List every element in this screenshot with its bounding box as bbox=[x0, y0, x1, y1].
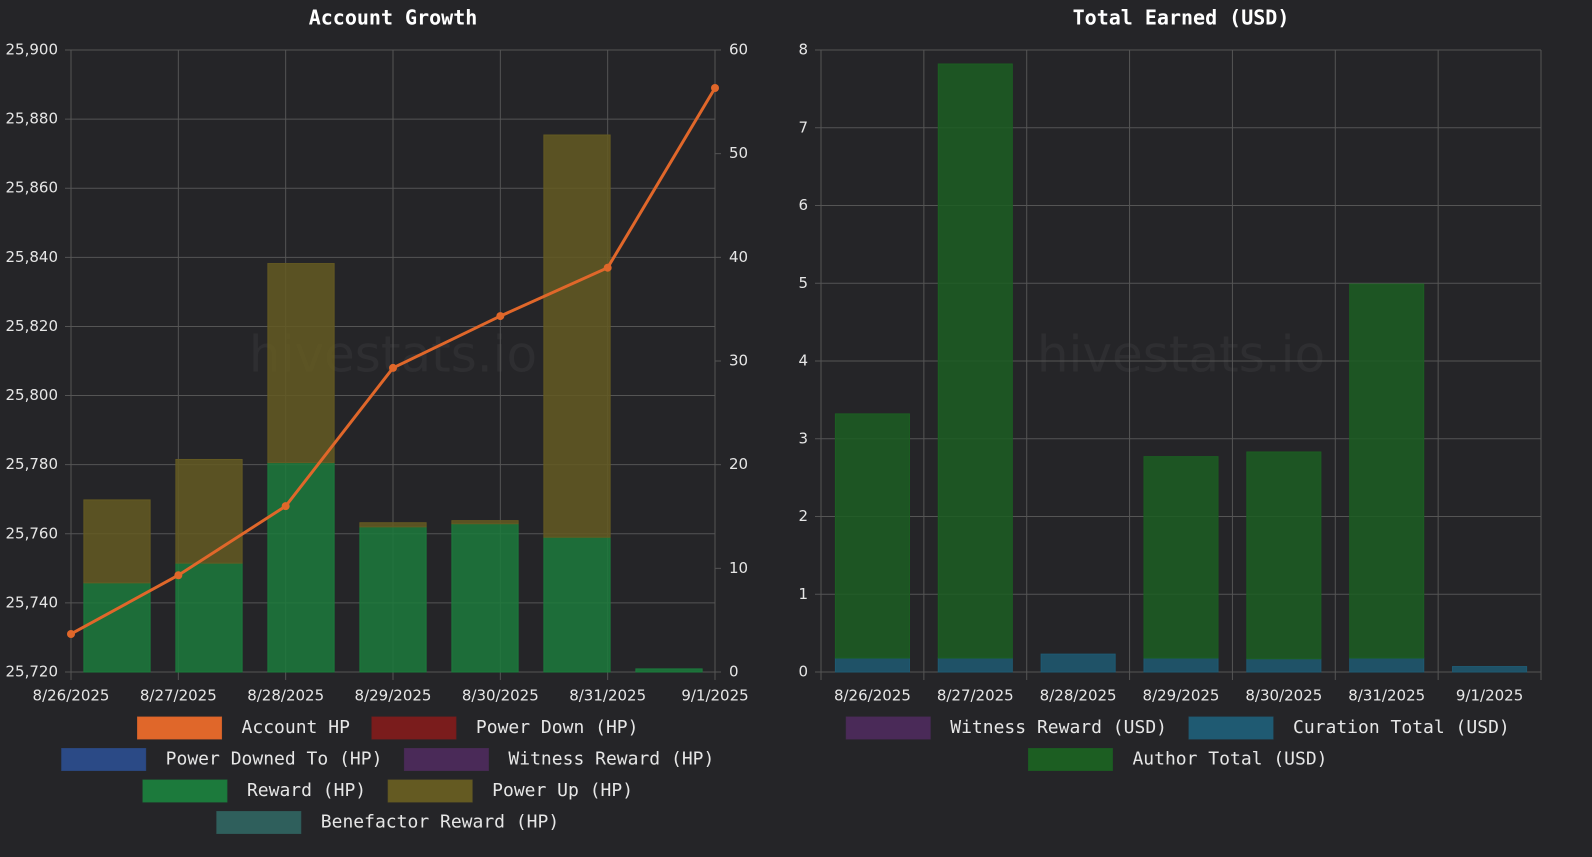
y-tick-label: 25,780 bbox=[6, 455, 59, 473]
y-tick-label: 2 bbox=[798, 507, 808, 525]
point bbox=[711, 84, 719, 93]
y-tick-label: 3 bbox=[798, 429, 808, 447]
bar bbox=[635, 668, 703, 673]
x-tick-label: 8/29/2025 bbox=[1143, 687, 1220, 705]
y2-tick-label: 40 bbox=[729, 248, 748, 266]
bar bbox=[175, 458, 243, 564]
x-tick-label: 8/31/2025 bbox=[569, 687, 646, 705]
y-tick-label: 25,880 bbox=[6, 110, 59, 128]
y2-tick-label: 60 bbox=[729, 41, 748, 59]
y-tick-label: 25,860 bbox=[6, 179, 59, 197]
y-tick-label: 25,720 bbox=[6, 663, 59, 681]
bar bbox=[543, 134, 611, 538]
bar bbox=[175, 562, 243, 673]
y-tick-label: 25,800 bbox=[6, 386, 59, 404]
legend-swatch bbox=[845, 716, 931, 740]
legend-label: Account HP bbox=[242, 717, 351, 738]
y-tick-label: 5 bbox=[798, 274, 808, 292]
x-tick-label: 8/26/2025 bbox=[834, 687, 911, 705]
bar bbox=[834, 413, 910, 659]
legend-label: Witness Reward (USD) bbox=[950, 717, 1167, 738]
bar bbox=[83, 499, 151, 584]
x-tick-label: 9/1/2025 bbox=[1456, 687, 1523, 705]
legend-label: Reward (HP) bbox=[247, 780, 366, 801]
legend-swatch bbox=[142, 779, 228, 803]
legend-swatch bbox=[1027, 748, 1113, 771]
y-tick-label: 25,760 bbox=[6, 524, 59, 542]
bar bbox=[359, 522, 427, 528]
y2-tick-label: 30 bbox=[729, 352, 748, 370]
legend-label: Power Up (HP) bbox=[492, 780, 633, 801]
y-tick-label: 25,740 bbox=[6, 593, 59, 611]
chart-title: Account Growth bbox=[309, 6, 478, 30]
bar bbox=[1246, 451, 1322, 660]
y-tick-label: 25,840 bbox=[6, 248, 59, 266]
x-tick-label: 8/29/2025 bbox=[355, 687, 432, 705]
legend-swatch bbox=[371, 716, 457, 740]
bar bbox=[451, 520, 519, 525]
y-tick-label: 25,900 bbox=[6, 41, 59, 59]
legend-swatch bbox=[61, 748, 147, 771]
x-tick-label: 8/27/2025 bbox=[140, 687, 217, 705]
y-tick-label: 4 bbox=[798, 352, 808, 370]
x-tick-label: 8/28/2025 bbox=[247, 687, 324, 705]
legend-label: Power Down (HP) bbox=[476, 717, 639, 738]
legend-label: Curation Total (USD) bbox=[1293, 717, 1510, 738]
x-tick-label: 8/27/2025 bbox=[937, 687, 1014, 705]
point bbox=[603, 263, 612, 272]
x-tick-label: 9/1/2025 bbox=[681, 687, 748, 705]
x-tick-label: 8/26/2025 bbox=[33, 687, 110, 705]
point bbox=[67, 629, 75, 638]
legend-label: Benefactor Reward (HP) bbox=[321, 812, 559, 833]
bar bbox=[1246, 658, 1322, 673]
point bbox=[389, 363, 397, 372]
bar bbox=[267, 263, 335, 464]
bar bbox=[543, 536, 611, 673]
bar bbox=[451, 523, 519, 673]
bar bbox=[1349, 657, 1425, 673]
y-tick-label: 7 bbox=[798, 118, 808, 136]
bar bbox=[937, 657, 1013, 673]
legend-swatch bbox=[216, 811, 302, 834]
bar bbox=[1452, 666, 1528, 673]
bar bbox=[937, 63, 1013, 659]
legend-swatch bbox=[1188, 716, 1274, 740]
bar bbox=[1040, 653, 1116, 673]
watermark: hivestats.io bbox=[1037, 326, 1325, 384]
point bbox=[496, 312, 505, 321]
y-tick-label: 1 bbox=[798, 585, 808, 603]
y2-tick-label: 0 bbox=[729, 663, 739, 681]
x-tick-label: 8/30/2025 bbox=[1245, 687, 1322, 705]
y2-tick-label: 50 bbox=[729, 144, 748, 162]
legend-label: Power Downed To (HP) bbox=[166, 749, 383, 770]
x-tick-label: 8/31/2025 bbox=[1348, 687, 1425, 705]
legend-swatch bbox=[403, 748, 489, 771]
x-tick-label: 8/28/2025 bbox=[1040, 687, 1117, 705]
point bbox=[174, 571, 183, 580]
bar bbox=[834, 657, 910, 673]
bar bbox=[1349, 283, 1425, 659]
legend-label: Author Total (USD) bbox=[1132, 749, 1327, 770]
y-tick-label: 8 bbox=[798, 41, 808, 59]
y-tick-label: 6 bbox=[798, 196, 808, 214]
bar bbox=[359, 526, 427, 673]
y2-tick-label: 20 bbox=[729, 455, 748, 473]
bar bbox=[267, 462, 335, 673]
bar bbox=[1143, 456, 1219, 659]
legend-label: Witness Reward (HP) bbox=[508, 749, 714, 770]
point bbox=[281, 502, 290, 511]
bar bbox=[1143, 657, 1219, 673]
x-tick-label: 8/30/2025 bbox=[462, 687, 539, 705]
y2-tick-label: 10 bbox=[729, 559, 748, 577]
legend-swatch bbox=[387, 779, 473, 803]
y-tick-label: 0 bbox=[798, 663, 808, 681]
legend-swatch bbox=[137, 716, 223, 740]
y-tick-label: 25,820 bbox=[6, 317, 59, 335]
chart-title: Total Earned (USD) bbox=[1073, 6, 1290, 30]
